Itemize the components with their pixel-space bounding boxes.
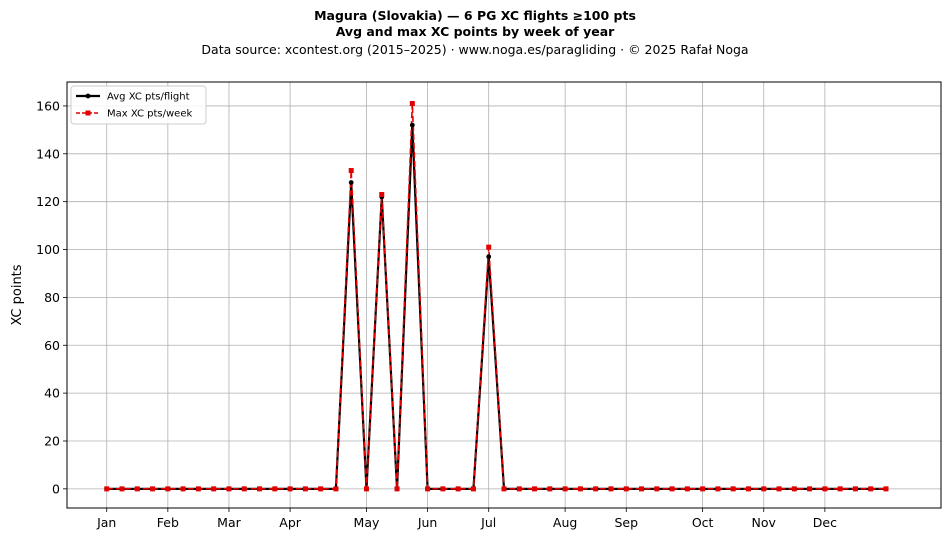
max-data-point (776, 486, 782, 492)
max-data-point (639, 486, 645, 492)
max-data-point (623, 486, 629, 492)
max-data-point (241, 486, 247, 492)
max-data-point (302, 486, 308, 492)
max-data-point (486, 244, 492, 250)
legend-box (70, 85, 207, 125)
max-data-point (257, 486, 263, 492)
max-data-point (455, 486, 461, 492)
y-tick-label: 80 (44, 290, 60, 305)
max-data-point (532, 486, 538, 492)
max-data-point (684, 486, 690, 492)
max-data-point (348, 168, 354, 174)
max-data-point (654, 486, 660, 492)
max-data-point (104, 486, 110, 492)
x-tick-label: May (354, 515, 380, 530)
plot-frame (66, 81, 942, 509)
y-tick-label: 20 (44, 433, 60, 448)
max-data-point (761, 486, 767, 492)
x-tick-label: Aug (553, 515, 577, 530)
max-data-point (287, 486, 293, 492)
legend-marker (85, 93, 91, 99)
max-data-point (333, 486, 339, 492)
max-data-point (715, 486, 721, 492)
x-tick-label: Jan (96, 515, 116, 530)
max-data-point (807, 486, 813, 492)
chart-title: Magura (Slovakia) — 6 PG XC flights ≥100… (314, 8, 636, 23)
max-data-point (700, 486, 706, 492)
x-tick-label: Apr (279, 515, 301, 530)
x-tick-label: Sep (614, 515, 638, 530)
series-group (104, 101, 889, 492)
max-data-point (669, 486, 675, 492)
max-data-point (516, 486, 522, 492)
max-data-point (119, 486, 125, 492)
max-data-point (150, 486, 156, 492)
max-data-point (180, 486, 186, 492)
max-data-point (425, 486, 431, 492)
y-tick-label: 100 (36, 242, 60, 257)
y-tick-label: 160 (36, 98, 60, 113)
x-tick-label: Oct (692, 515, 714, 530)
y-axis: 0 20 40 60 80 100 120 140 160 (36, 98, 67, 496)
max-data-point (745, 486, 751, 492)
max-data-point (226, 486, 232, 492)
chart-source-note: Data source: xcontest.org (2015–2025) · … (201, 42, 749, 57)
max-data-point (547, 486, 553, 492)
max-data-point (394, 486, 400, 492)
max-data-point (883, 486, 889, 492)
y-tick-label: 140 (36, 146, 60, 161)
legend-item-max: Max XC pts/week (76, 109, 192, 120)
max-data-point (211, 486, 217, 492)
max-data-point (470, 486, 476, 492)
max-data-point (852, 486, 858, 492)
max-data-point (379, 191, 385, 197)
chart-subtitle: Avg and max XC points by week of year (335, 24, 615, 39)
x-tick-label: Jul (480, 515, 496, 530)
max-series-line (106, 102, 886, 490)
max-series-markers (104, 101, 889, 492)
max-data-point (577, 486, 583, 492)
x-tick-label: Dec (813, 515, 837, 530)
avg-series-markers (104, 122, 889, 492)
max-data-point (791, 486, 797, 492)
max-data-point (195, 486, 201, 492)
legend-marker (85, 110, 91, 116)
legend: Avg XC pts/flight Max XC pts/week (70, 85, 207, 125)
avg-data-point (348, 180, 354, 185)
max-data-point (837, 486, 843, 492)
max-data-point (593, 486, 599, 492)
x-axis: Jan Feb Mar Apr May Jun Jul Aug Sep Oct Nov Dec (96, 508, 837, 530)
y-tick-label: 120 (36, 194, 60, 209)
max-data-point (272, 486, 278, 492)
x-tick-label: Feb (157, 515, 179, 530)
avg-series-line (106, 123, 886, 490)
x-tick-label: Jun (417, 515, 438, 530)
avg-data-point (486, 254, 492, 260)
y-tick-label: 60 (44, 338, 60, 353)
max-data-point (608, 486, 614, 492)
max-data-point (440, 486, 446, 492)
legend-label: Max XC pts/week (107, 109, 192, 120)
max-data-point (730, 486, 736, 492)
x-tick-label: Mar (217, 515, 241, 530)
max-data-point (134, 486, 140, 492)
grid-lines (67, 82, 941, 508)
max-data-point (868, 486, 874, 492)
y-tick-label: 0 (52, 481, 60, 496)
max-data-point (822, 486, 828, 492)
max-data-point (501, 486, 507, 492)
avg-data-point (409, 122, 415, 128)
max-data-point (409, 101, 415, 107)
y-tick-label: 40 (44, 386, 60, 401)
max-data-point (562, 486, 568, 492)
x-tick-label: Nov (752, 515, 777, 530)
legend-item-avg: Avg XC pts/flight (76, 92, 190, 103)
max-data-point (165, 486, 171, 492)
legend-label: Avg XC pts/flight (107, 92, 190, 103)
max-data-point (318, 486, 324, 492)
max-data-point (363, 486, 369, 492)
y-axis-label: XC points (10, 264, 25, 325)
